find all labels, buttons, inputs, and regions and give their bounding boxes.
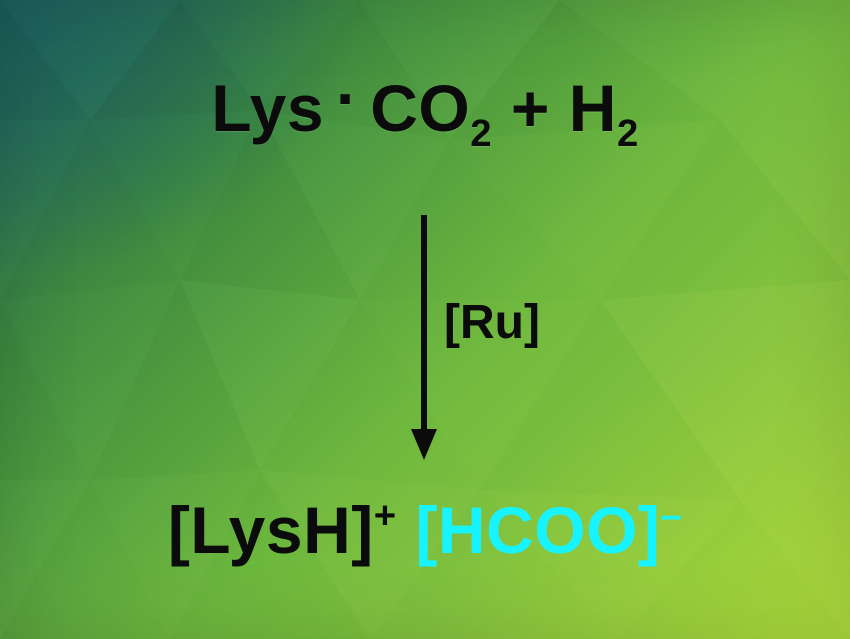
product-spacer (397, 493, 416, 567)
product-hcoo-charge: – (660, 494, 682, 537)
reactant-co-sub: 2 (470, 112, 492, 155)
middle-dot: · (324, 61, 370, 135)
product-hcoo: [HCOO] (415, 493, 660, 567)
products-line: [LysH]+ [HCOO]– (0, 492, 850, 568)
product-lysh-charge: + (374, 494, 397, 537)
reaction-scheme: Lys·CO2 + H2 [Ru] [LysH]+ [HCOO]– (0, 0, 850, 639)
reaction-arrow (410, 215, 438, 460)
reactant-h-sub: 2 (617, 112, 639, 155)
reactant-co: CO (370, 71, 470, 145)
product-lysh: [LysH] (168, 493, 374, 567)
reactant-lys: Lys (211, 71, 324, 145)
catalyst-label: [Ru] (444, 295, 540, 350)
reactant-h: H (569, 71, 617, 145)
plus-sign: + (492, 71, 569, 145)
reactants-line: Lys·CO2 + H2 (0, 70, 850, 155)
